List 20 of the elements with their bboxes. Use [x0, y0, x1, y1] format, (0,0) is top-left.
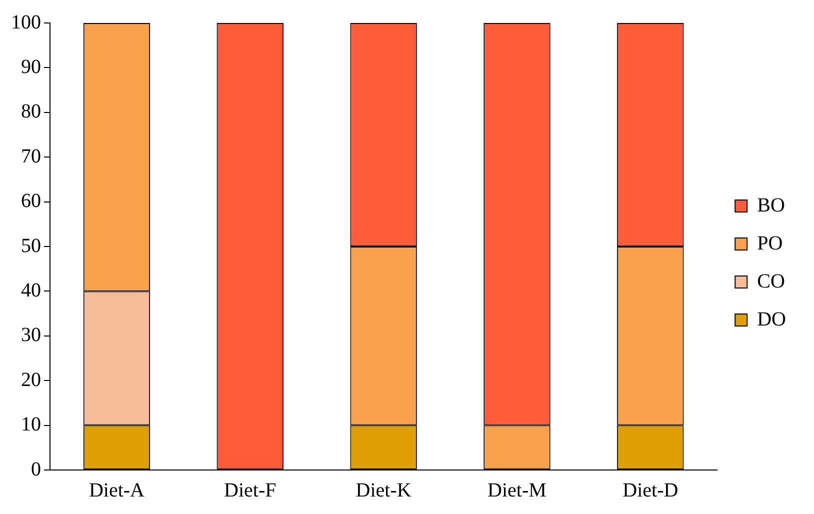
x-tick-label: Diet-A: [88, 479, 146, 502]
y-tick-label: 0: [31, 458, 41, 480]
y-tick-label: 40: [21, 279, 41, 302]
y-tick-label: 80: [21, 100, 41, 123]
legend-label: CO: [757, 270, 785, 292]
y-tick-label: 20: [21, 368, 41, 391]
y-tick-label: 100: [11, 11, 41, 34]
y-tick-label: 70: [21, 145, 41, 168]
legend-label: DO: [757, 308, 786, 330]
legend-label: BO: [757, 194, 785, 216]
y-tick-label: 50: [21, 234, 41, 257]
x-tick-label: Diet-D: [622, 479, 678, 502]
x-tick-label: Diet-K: [356, 479, 412, 502]
y-tick-label: 90: [21, 56, 41, 78]
x-tick-label: Diet-M: [488, 479, 547, 502]
y-tick-label: 30: [21, 324, 41, 346]
x-tick-label: Diet-F: [224, 479, 276, 502]
y-tick-label: 10: [21, 414, 41, 436]
legend-label: PO: [757, 232, 783, 254]
y-tick-label: 60: [21, 190, 41, 212]
